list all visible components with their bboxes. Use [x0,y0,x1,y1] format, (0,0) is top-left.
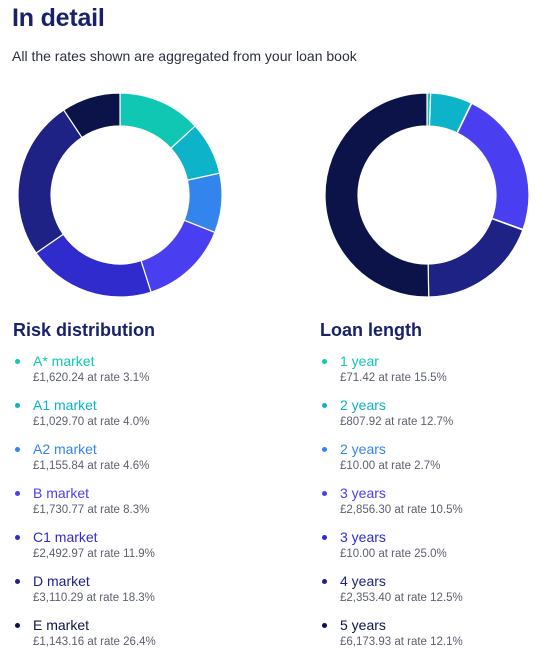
legend-amount-rate: £10.00 at rate 2.7% [340,460,441,472]
legend-amount-rate: £1,029.70 at rate 4.0% [33,416,150,428]
legend-label: 5 years [340,617,386,633]
legend-label: A1 market [33,397,97,413]
donut-slice-5-years [324,92,430,298]
legend-amount-rate: £2,856.30 at rate 10.5% [340,504,463,516]
legend-label: A2 market [33,441,97,457]
legend-label: 2 years [340,397,386,413]
legend-label: B market [33,485,90,501]
bullet-dot-icon [322,623,327,628]
bullet-dot-icon [15,535,20,540]
legend-label: C1 market [33,529,98,545]
loan-length-heading: Loan length [320,320,422,340]
bullet-dot-icon [322,447,327,452]
bullet-dot-icon [15,579,20,584]
legend-label: 4 years [340,573,386,589]
loan-length-donut-chart [324,92,530,298]
donut-slice-4-years [427,217,524,298]
bullet-dot-icon [322,535,327,540]
donut-slice-c1-market [35,233,152,298]
bullet-dot-icon [322,403,327,408]
legend-label: 2 years [340,441,386,457]
legend-amount-rate: £1,143.16 at rate 26.4% [33,636,156,648]
bullet-dot-icon [322,491,327,496]
bullet-dot-icon [15,623,20,628]
legend-amount-rate: £6,173.93 at rate 12.1% [340,636,463,648]
legend-amount-rate: £2,353.40 at rate 12.5% [340,592,463,604]
donut-slice-3-years [456,102,530,231]
legend-amount-rate: £3,110.29 at rate 18.3% [33,592,155,604]
donut-slice-b-market [140,219,216,293]
legend-amount-rate: £2,492.97 at rate 11.9% [33,548,155,560]
legend-amount-rate: £1,155.84 at rate 4.6% [33,460,150,472]
legend-label: D market [33,573,90,589]
legend-label: E market [33,617,90,633]
legend-label: 3 years [340,485,386,501]
bullet-dot-icon [15,359,20,364]
donut-slice-d-market [17,109,83,254]
donut-slice-e-market [62,92,121,139]
legend-amount-rate: £807.92 at rate 12.7% [340,416,454,428]
legend-amount-rate: £1,620.24 at rate 3.1% [33,372,150,384]
legend-amount-rate: £71.42 at rate 15.5% [340,372,447,384]
legend-label: 1 year [340,353,379,369]
bullet-dot-icon [322,359,327,364]
bullet-dot-icon [15,403,20,408]
bullet-dot-icon [15,447,20,452]
bullet-dot-icon [322,579,327,584]
page-subtitle: All the rates shown are aggregated from … [12,48,357,64]
legend-label: 3 years [340,529,386,545]
risk-distribution-heading: Risk distribution [13,320,156,340]
legend-label: A* market [33,353,95,369]
page-title: In detail [12,4,105,32]
risk-distribution-donut-chart [17,92,223,298]
legend-amount-rate: £1,730.77 at rate 8.3% [33,504,150,516]
legend-amount-rate: £10.00 at rate 25.0% [340,548,447,560]
bullet-dot-icon [15,491,20,496]
